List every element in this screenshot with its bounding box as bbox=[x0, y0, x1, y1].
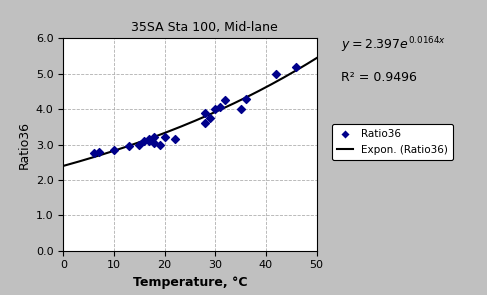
Point bbox=[90, 151, 97, 156]
Text: 35SA Sta 100, Mid-lane: 35SA Sta 100, Mid-lane bbox=[131, 21, 278, 34]
Point bbox=[201, 121, 209, 126]
Point bbox=[150, 135, 158, 140]
Point bbox=[272, 71, 280, 76]
Point bbox=[95, 149, 103, 154]
Point bbox=[201, 110, 209, 115]
Point bbox=[161, 135, 169, 140]
Legend: Ratio36, Expon. (Ratio36): Ratio36, Expon. (Ratio36) bbox=[332, 124, 453, 160]
Point bbox=[135, 142, 143, 147]
Text: R² = 0.9496: R² = 0.9496 bbox=[341, 71, 417, 84]
Point bbox=[150, 140, 158, 145]
Point bbox=[156, 142, 164, 147]
Point bbox=[146, 137, 153, 142]
Point bbox=[237, 107, 244, 112]
Point bbox=[171, 137, 179, 142]
Text: $y = 2.397e^{0.0164x}$: $y = 2.397e^{0.0164x}$ bbox=[341, 35, 446, 55]
Point bbox=[292, 64, 300, 69]
Y-axis label: Ratio36: Ratio36 bbox=[17, 121, 30, 168]
Point bbox=[140, 139, 148, 143]
Point bbox=[242, 96, 249, 101]
X-axis label: Temperature, °C: Temperature, °C bbox=[132, 276, 247, 289]
Point bbox=[211, 107, 219, 112]
Point bbox=[110, 148, 118, 152]
Point bbox=[125, 144, 133, 149]
Point bbox=[206, 116, 214, 120]
Point bbox=[222, 98, 229, 103]
Point bbox=[146, 139, 153, 143]
Point bbox=[216, 105, 224, 110]
